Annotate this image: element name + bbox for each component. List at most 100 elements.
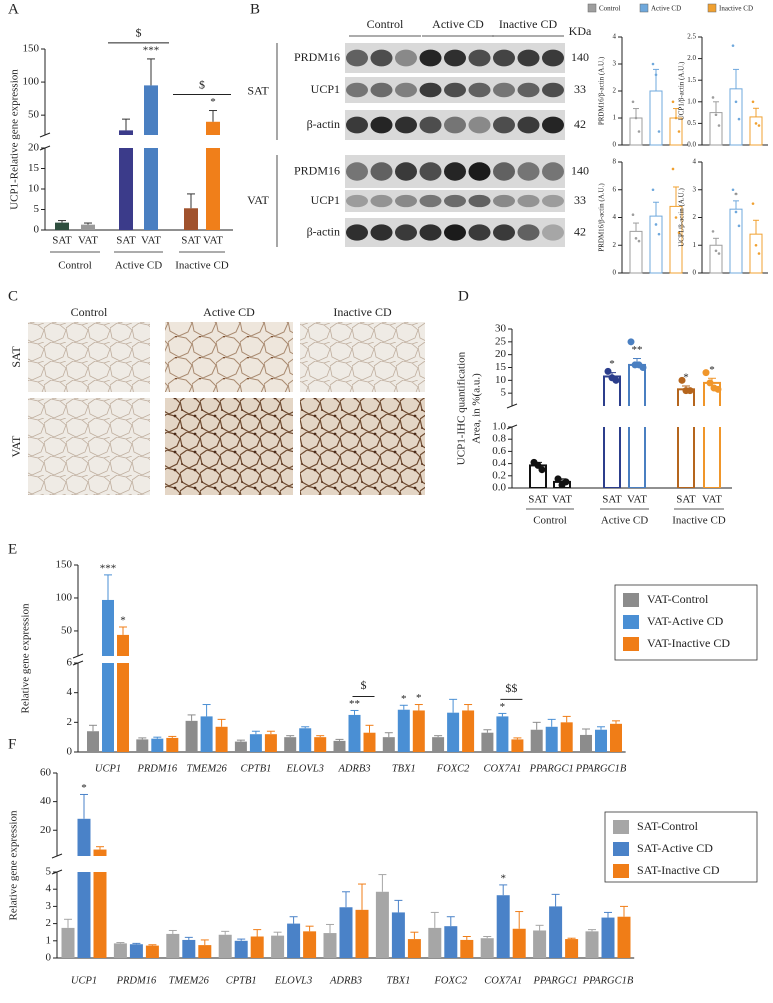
x-tick-label: VAT <box>141 235 161 247</box>
y-tick-label: 2 <box>613 241 617 249</box>
data-point <box>711 96 715 99</box>
data-point <box>654 223 658 226</box>
bar <box>77 818 91 856</box>
legend-box <box>604 811 758 883</box>
kda-label: 42 <box>574 117 586 131</box>
kda-label: 140 <box>571 50 589 64</box>
y-tick-label: 0.5 <box>687 119 696 127</box>
blot-band <box>542 116 564 134</box>
y-tick-label: 0.0 <box>687 141 696 149</box>
y-axis-label: PRDM16/β-actin (A.U.) <box>598 183 606 252</box>
bar <box>749 116 763 146</box>
significance: * <box>210 96 216 108</box>
bar <box>249 734 262 752</box>
y-axis-label: UCP1-Relative gene expression <box>9 69 21 210</box>
bar <box>533 930 547 958</box>
bar <box>496 895 510 958</box>
protein-label: β-actin <box>307 117 340 131</box>
x-tick-label: PPARGC1 <box>529 763 574 774</box>
x-tick-label: ADRB3 <box>337 763 370 774</box>
blot-band <box>517 162 540 181</box>
group-label: Inactive CD <box>672 515 726 527</box>
bracket-label: $ <box>361 678 367 692</box>
x-tick-label: CPTB1 <box>226 975 257 986</box>
y-tick-label: 30 <box>495 323 507 335</box>
y-tick-label: 5 <box>501 387 507 399</box>
legend-label: VAT-Inactive CD <box>647 636 730 650</box>
bar <box>580 734 592 752</box>
blot-band <box>444 194 466 208</box>
bar <box>348 714 361 752</box>
blot-band <box>493 82 515 98</box>
y-axis-label: Area, in %(a.u.) <box>471 373 483 444</box>
bar <box>585 931 599 958</box>
x-tick-label: FOXC2 <box>433 975 467 986</box>
data-point <box>734 210 738 214</box>
group-label: Control <box>58 260 92 272</box>
blot-band <box>370 116 393 134</box>
data-point <box>686 387 694 395</box>
significance: *** <box>143 44 160 56</box>
bracket-label: $ <box>136 26 142 40</box>
bar <box>284 737 297 752</box>
data-point <box>651 188 655 192</box>
micrograph <box>165 398 293 495</box>
bar <box>129 944 143 958</box>
panel-letter: F <box>8 736 16 752</box>
group-label: Inactive CD <box>175 260 229 272</box>
x-tick-label: UCP1 <box>71 975 97 986</box>
y-tick-label: 2 <box>693 213 697 221</box>
bar <box>215 726 228 752</box>
significance: ** <box>632 344 643 356</box>
micrograph <box>300 322 425 392</box>
y-tick-label: 5 <box>34 203 40 215</box>
y-tick-label: 2 <box>67 716 73 728</box>
data-point <box>678 376 686 384</box>
bar <box>119 130 133 135</box>
group-label: Active CD <box>601 515 648 527</box>
y-tick-label: 20 <box>40 824 52 836</box>
bar <box>287 923 301 958</box>
y-tick-label: 5 <box>46 866 52 878</box>
bar <box>166 933 180 958</box>
significance: * <box>81 782 87 794</box>
micrograph <box>300 398 425 495</box>
blot-band <box>395 224 417 241</box>
y-tick-label: 1 <box>613 114 617 122</box>
y-tick-label: 50 <box>61 624 73 636</box>
blot-band <box>542 82 564 98</box>
data-point <box>674 116 678 120</box>
bar <box>512 928 526 958</box>
legend-swatch <box>613 864 629 878</box>
bar <box>271 935 285 958</box>
bar <box>234 940 248 958</box>
bar <box>151 738 164 752</box>
micrograph-column: Active CD <box>203 305 255 319</box>
data-point <box>674 216 678 219</box>
bar <box>299 728 312 752</box>
y-axis-label: Relative gene expression <box>8 810 20 920</box>
data-point <box>554 475 562 483</box>
significance: ** <box>349 698 360 710</box>
bar <box>628 363 646 406</box>
panel-letter: D <box>458 288 469 304</box>
bar <box>617 916 631 958</box>
y-tick-label: 6 <box>67 657 73 669</box>
y-tick-label: 25 <box>495 335 507 347</box>
micrograph-row: SAT <box>9 346 23 368</box>
micrograph <box>28 398 150 495</box>
legend-swatch <box>587 3 597 13</box>
blot-band <box>444 49 466 67</box>
bar <box>595 729 607 752</box>
y-axis-label: UCP1/β-actin (A.U.) <box>678 188 686 247</box>
data-point <box>737 117 741 121</box>
bar <box>117 663 129 752</box>
bar <box>382 737 395 752</box>
bar <box>355 909 369 958</box>
y-axis-label: Relative gene expression <box>20 603 32 713</box>
bar <box>339 907 353 958</box>
data-point <box>671 100 675 104</box>
y-tick-label: 3 <box>693 185 697 193</box>
bar <box>234 741 247 752</box>
bar <box>480 938 494 958</box>
